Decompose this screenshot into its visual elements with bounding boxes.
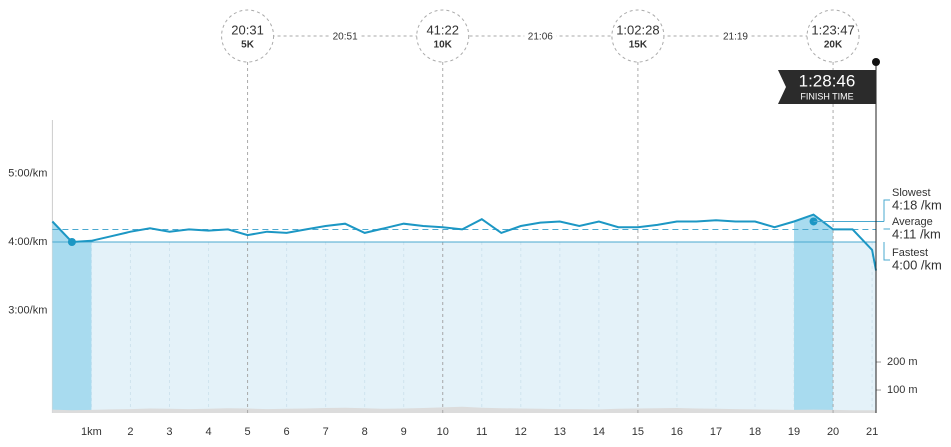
finish-flag [778, 70, 876, 104]
x-tick-label: 16 [671, 426, 683, 438]
x-tick-label: 8 [362, 426, 368, 438]
x-tick-label: 4 [205, 426, 211, 438]
summary-name: Slowest [892, 187, 931, 199]
x-tick-label: 19 [788, 426, 800, 438]
interval-bg [329, 29, 362, 44]
y-tick-label: 3:00/km [8, 304, 47, 316]
split-interval: 21:06 [528, 32, 553, 43]
summary-value: 4:18 /km [892, 197, 942, 212]
split-interval: 21:19 [723, 32, 748, 43]
pace-fill [52, 241, 876, 413]
y2-tick-label: 100 m [887, 384, 918, 396]
x-tick-label: 5 [245, 426, 251, 438]
split-circle [221, 9, 275, 63]
x-tick-label: 3 [166, 426, 172, 438]
interval-bg [719, 29, 752, 44]
x-tick-label: 10 [437, 426, 449, 438]
finish-time: 1:28:46 [799, 71, 856, 90]
summary-bracket [883, 199, 890, 222]
split-circle [611, 9, 665, 63]
x-tick-label: 14 [593, 426, 605, 438]
split-distance: 5K [241, 40, 255, 51]
finish-label: FINISH TIME [800, 91, 853, 101]
x-tick-label: 12 [515, 426, 527, 438]
x-tick-label: 18 [749, 426, 761, 438]
x-tick-label: 11 [476, 426, 487, 438]
split-interval: 20:51 [333, 32, 358, 43]
x-tick-label: 9 [401, 426, 407, 438]
fastest-dot [67, 237, 76, 246]
y-tick-label: 5:00/km [8, 167, 47, 179]
elevation-area [52, 406, 876, 413]
y2-tick-label: 200 m [887, 356, 918, 368]
split-time: 41:22 [426, 22, 459, 37]
split-time: 1:23:47 [811, 22, 854, 37]
x-tick-label: 15 [632, 426, 644, 438]
split-distance: 10K [434, 40, 453, 51]
summary-name: Average [892, 216, 933, 228]
split-distance: 15K [629, 40, 648, 51]
x-tick-label: 13 [554, 426, 566, 438]
x-tick-label: 6 [284, 426, 290, 438]
x-tick-label: 17 [710, 426, 722, 438]
y-tick-label: 4:00/km [8, 236, 47, 248]
x-tick-label: 1km [81, 426, 102, 438]
interval-bg [524, 29, 557, 44]
split-circle [416, 9, 470, 63]
split-distance: 20K [824, 40, 843, 51]
split-time: 20:31 [231, 22, 264, 37]
finish-dot [872, 58, 880, 66]
x-tick-label: 20 [827, 426, 839, 438]
split-circle [806, 9, 860, 63]
x-tick-label: 7 [323, 426, 329, 438]
pace-line [51, 213, 877, 271]
x-tick-label: 2 [127, 426, 133, 438]
x-tick-label: 21 [866, 426, 878, 438]
summary-value: 4:11 /km [892, 226, 941, 241]
summary-value: 4:00 /km [892, 257, 942, 272]
summary-bracket [883, 241, 890, 261]
summary-name: Fastest [892, 247, 928, 259]
split-time: 1:02:28 [616, 22, 659, 37]
